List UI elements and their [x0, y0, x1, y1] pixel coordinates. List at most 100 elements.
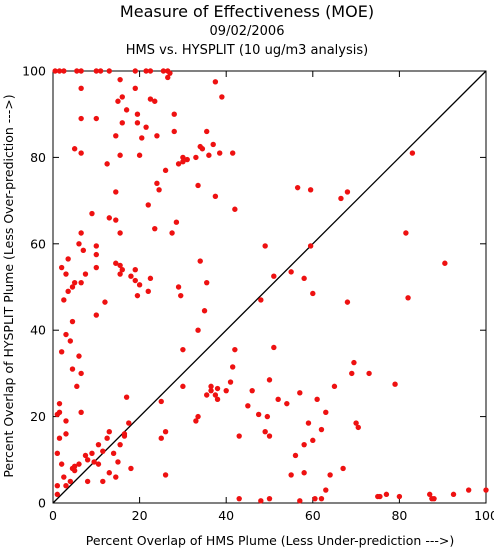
- x-axis-label: Percent Overlap of HMS Plume (Less Under…: [86, 533, 454, 548]
- data-point: [208, 387, 214, 394]
- x-tick-label: 20: [132, 508, 148, 523]
- data-point: [180, 346, 186, 353]
- data-point: [143, 68, 149, 74]
- data-point: [450, 491, 457, 498]
- data-point: [84, 457, 91, 463]
- data-point: [258, 297, 264, 303]
- data-point: [106, 68, 112, 74]
- data-point: [266, 377, 273, 383]
- data-point: [212, 79, 219, 85]
- data-point: [78, 409, 84, 415]
- data-point: [93, 264, 100, 271]
- data-point: [351, 359, 357, 366]
- data-point: [113, 474, 119, 480]
- data-point: [338, 195, 344, 202]
- data-point: [214, 396, 221, 403]
- data-point: [255, 411, 262, 418]
- data-point: [344, 299, 351, 305]
- data-point: [383, 491, 390, 498]
- data-point: [132, 267, 138, 273]
- data-point: [184, 156, 190, 163]
- data-point: [204, 392, 210, 398]
- data-point: [344, 189, 351, 195]
- data-point: [71, 279, 78, 286]
- data-point: [78, 68, 84, 74]
- data-point: [271, 344, 277, 351]
- data-point: [158, 435, 164, 441]
- data-point: [245, 403, 251, 409]
- data-point: [113, 217, 119, 223]
- data-point: [431, 495, 437, 502]
- data-point: [266, 495, 273, 502]
- data-point: [128, 273, 134, 279]
- data-point: [392, 381, 398, 387]
- data-point: [307, 187, 314, 193]
- data-point: [292, 452, 299, 459]
- data-point: [136, 282, 143, 288]
- data-point: [227, 379, 234, 385]
- data-point: [340, 465, 346, 472]
- data-point: [54, 483, 61, 489]
- data-point: [63, 418, 69, 424]
- chart-subtitle: HMS vs. HYSPLIT (10 ug/m3 analysis): [125, 43, 369, 58]
- data-point: [78, 279, 84, 286]
- data-point: [465, 487, 472, 493]
- data-point: [143, 124, 149, 130]
- x-tick-label: 0: [49, 508, 57, 523]
- data-point: [54, 450, 61, 457]
- data-point: [56, 400, 63, 407]
- data-point: [100, 478, 106, 485]
- data-point: [117, 152, 123, 158]
- data-point: [197, 258, 203, 264]
- data-point: [56, 68, 63, 74]
- data-point: [297, 390, 303, 396]
- data-point: [95, 461, 102, 467]
- data-point: [136, 152, 143, 158]
- data-point: [93, 312, 100, 318]
- data-point: [67, 338, 74, 344]
- chart-date: 09/02/2006: [209, 24, 285, 39]
- data-point: [262, 243, 268, 249]
- data-point: [104, 161, 110, 167]
- data-point: [84, 478, 91, 485]
- data-point: [147, 96, 154, 102]
- data-point: [312, 495, 318, 502]
- data-point: [113, 260, 119, 266]
- data-point: [318, 426, 325, 433]
- data-point: [204, 128, 210, 135]
- data-point: [93, 68, 100, 74]
- data-point: [95, 441, 102, 448]
- data-point: [65, 288, 71, 295]
- data-point: [121, 433, 128, 439]
- data-point: [236, 433, 242, 439]
- data-point: [301, 470, 307, 476]
- data-point: [91, 459, 97, 465]
- data-point: [171, 111, 177, 117]
- data-point: [288, 472, 294, 478]
- data-point: [217, 150, 223, 156]
- data-point: [154, 133, 160, 139]
- chart-title: Measure of Effectiveness (MOE): [119, 2, 375, 21]
- data-point: [100, 448, 106, 454]
- data-point: [236, 495, 242, 502]
- data-point: [199, 146, 206, 152]
- data-point: [106, 429, 112, 435]
- data-point: [93, 115, 100, 122]
- data-point: [193, 154, 199, 161]
- y-tick-label: 40: [30, 323, 46, 338]
- data-point: [63, 431, 69, 437]
- y-tick-label: 0: [38, 496, 46, 511]
- y-tick-label: 80: [30, 150, 46, 165]
- data-point: [442, 260, 448, 266]
- data-point: [162, 429, 169, 435]
- data-point: [78, 85, 84, 91]
- data-point: [74, 383, 80, 390]
- data-point: [156, 187, 162, 193]
- data-point: [117, 441, 123, 448]
- data-point: [178, 292, 184, 299]
- data-point: [201, 308, 208, 314]
- data-point: [288, 269, 294, 275]
- data-point: [67, 478, 74, 485]
- data-point: [93, 243, 100, 249]
- data-point: [258, 498, 264, 504]
